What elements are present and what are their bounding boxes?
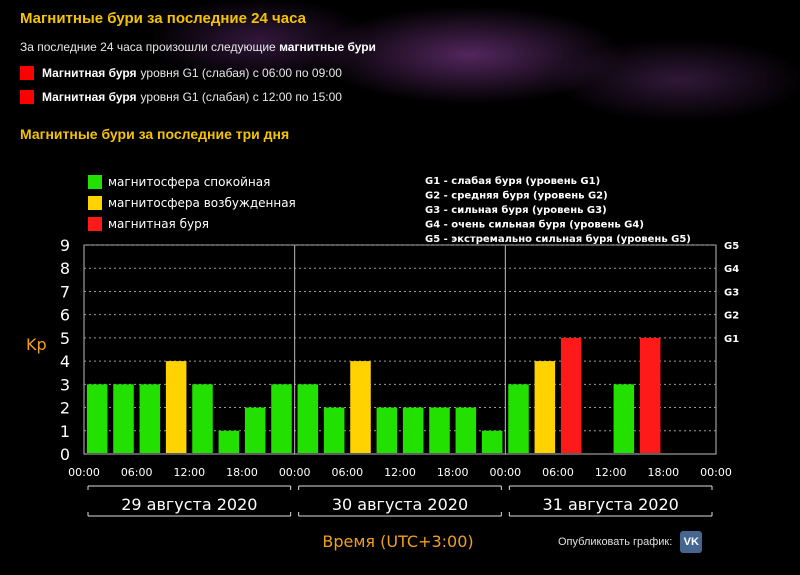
y-tick-label: 7 xyxy=(60,282,70,301)
storm-item: Магнитная буря уровня G1 (слабая) с 12:0… xyxy=(20,90,342,104)
y-tick-label: 3 xyxy=(60,375,70,394)
storm-square-icon xyxy=(20,90,34,104)
x-axis-label: Время (UTC+3:00) xyxy=(322,532,473,551)
kp-bar xyxy=(297,384,319,453)
kp-bar xyxy=(613,384,635,453)
storm-item-text: уровня G1 (слабая) с 12:00 по 15:00 xyxy=(140,90,342,104)
legend-swatch xyxy=(88,217,102,231)
storm-item-bold: Магнитная буря xyxy=(42,66,137,80)
x-tick-label: 00:00 xyxy=(489,466,521,479)
y-tick-label: 9 xyxy=(60,236,70,255)
kp-bar xyxy=(139,384,161,453)
g-level-label: G3 xyxy=(724,287,739,298)
x-tick-label: 18:00 xyxy=(647,466,679,479)
kp-bar xyxy=(244,407,266,453)
g-legend-entry: G3 - сильная буря (уровень G3) xyxy=(425,204,607,216)
kp-bar xyxy=(323,407,345,453)
kp-bar xyxy=(455,407,477,453)
kp-bar xyxy=(113,384,134,453)
g-level-label: G4 xyxy=(724,264,739,275)
y-tick-label: 8 xyxy=(60,259,70,278)
y-axis-label: Kp xyxy=(26,335,47,354)
y-tick-label: 2 xyxy=(60,399,70,418)
storm-item-bold: Магнитная буря xyxy=(42,90,137,104)
date-label: 30 августа 2020 xyxy=(332,495,468,514)
x-tick-label: 12:00 xyxy=(384,466,416,479)
publish-label: Опубликовать график: xyxy=(558,536,673,548)
kp-bar xyxy=(218,430,240,453)
g-level-label: G5 xyxy=(724,241,739,252)
kp-bar xyxy=(376,407,398,453)
publish-block: Опубликовать график: VK xyxy=(558,531,703,553)
x-tick-label: 12:00 xyxy=(595,466,627,479)
kp-bar xyxy=(402,407,424,453)
date-label: 29 августа 2020 xyxy=(121,495,257,514)
kp-bar xyxy=(350,361,371,453)
intro-bold: магнитные бури xyxy=(279,40,376,54)
intro-prefix: За последние 24 часа произошли следующие xyxy=(20,40,276,54)
x-tick-label: 18:00 xyxy=(226,466,258,479)
x-tick-label: 06:00 xyxy=(121,466,153,479)
kp-bar xyxy=(165,361,187,453)
section-title: Магнитные бури за последние три дня xyxy=(20,126,290,142)
g-level-label: G1 xyxy=(724,334,739,345)
kp-chart-svg: магнитосфера спокойная магнитосфера возбу… xyxy=(26,175,739,551)
x-tick-label: 18:00 xyxy=(437,466,469,479)
g-legend-entry: G1 - слабая буря (уровень G1) xyxy=(425,175,600,187)
y-tick-label: 6 xyxy=(60,306,70,325)
legend-label: магнитная буря xyxy=(108,217,209,231)
legend-swatch xyxy=(88,175,102,189)
y-tick-label: 4 xyxy=(60,352,70,371)
kp-bar xyxy=(271,384,292,453)
x-tick-label: 00:00 xyxy=(68,466,100,479)
g-legend-entry: G5 - экстремально сильная буря (уровень … xyxy=(425,233,691,245)
storm-item: Магнитная буря уровня G1 (слабая) с 06:0… xyxy=(20,66,342,80)
g-legend-entry: G2 - средняя буря (уровень G2) xyxy=(425,190,608,202)
kp-bar xyxy=(481,430,503,453)
y-tick-label: 5 xyxy=(60,329,70,348)
x-tick-label: 00:00 xyxy=(279,466,311,479)
kp-bar xyxy=(86,384,108,453)
legend-label: магнитосфера возбужденная xyxy=(108,196,296,210)
legend-swatch xyxy=(88,196,102,210)
x-tick-label: 00:00 xyxy=(700,466,732,479)
legend-label: магнитосфера спокойная xyxy=(108,175,270,189)
kp-bar xyxy=(560,337,582,453)
date-label: 31 августа 2020 xyxy=(543,495,679,514)
x-tick-label: 12:00 xyxy=(173,466,205,479)
g-level-label: G2 xyxy=(724,311,739,322)
kp-bar xyxy=(534,361,556,453)
vk-icon: VK xyxy=(683,536,699,548)
kp-bar xyxy=(508,384,529,453)
y-tick-label: 1 xyxy=(60,422,70,441)
page-title: Магнитные бури за последние 24 часа xyxy=(20,10,306,27)
kp-bar xyxy=(429,407,450,453)
g-legend-entry: G4 - очень сильная буря (уровень G4) xyxy=(425,219,644,231)
plot-area xyxy=(83,244,717,455)
x-tick-label: 06:00 xyxy=(331,466,363,479)
kp-chart: магнитосфера спокойная магнитосфера возбу… xyxy=(0,160,800,570)
storm-item-text: уровня G1 (слабая) с 06:00 по 09:00 xyxy=(140,66,342,80)
intro-text: За последние 24 часа произошли следующие… xyxy=(20,40,376,54)
kp-bar xyxy=(639,337,661,453)
y-tick-label: 0 xyxy=(60,445,70,464)
vk-share-button[interactable]: VK xyxy=(680,531,703,553)
x-tick-label: 06:00 xyxy=(542,466,574,479)
storm-square-icon xyxy=(20,66,34,80)
kp-bar xyxy=(192,384,213,453)
